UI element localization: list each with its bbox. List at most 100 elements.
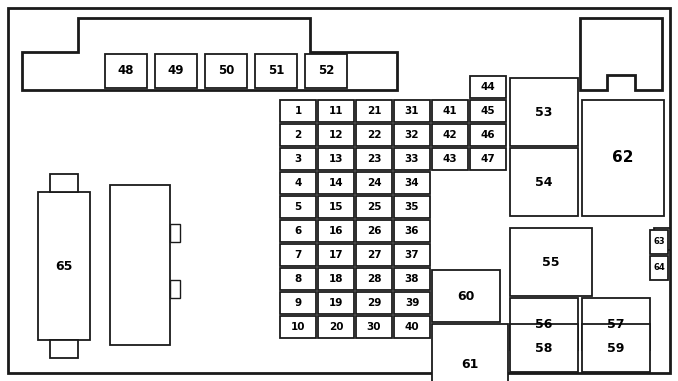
Text: 33: 33: [405, 154, 419, 164]
Text: 65: 65: [56, 259, 73, 272]
Bar: [356, 148, 392, 170]
Text: 51: 51: [268, 64, 284, 77]
Bar: [318, 172, 354, 194]
Bar: [318, 220, 354, 242]
Bar: [650, 230, 668, 254]
Text: 37: 37: [405, 250, 419, 260]
Bar: [280, 220, 316, 242]
Bar: [205, 54, 247, 88]
Bar: [318, 316, 354, 338]
Bar: [510, 324, 578, 372]
Text: 44: 44: [481, 82, 496, 92]
Bar: [356, 100, 392, 122]
Text: 5: 5: [294, 202, 302, 212]
Bar: [510, 228, 592, 296]
Bar: [582, 298, 650, 350]
Bar: [432, 324, 508, 381]
Bar: [432, 148, 468, 170]
Text: 9: 9: [294, 298, 302, 308]
Text: 16: 16: [329, 226, 343, 236]
Text: 41: 41: [443, 106, 458, 116]
Bar: [50, 174, 78, 192]
Text: 1: 1: [294, 106, 302, 116]
Text: 19: 19: [329, 298, 343, 308]
Bar: [356, 196, 392, 218]
Text: 22: 22: [367, 130, 381, 140]
Text: 55: 55: [542, 256, 560, 269]
Text: 36: 36: [405, 226, 419, 236]
Bar: [394, 244, 430, 266]
Bar: [510, 148, 578, 216]
Text: 64: 64: [653, 264, 665, 272]
Text: 59: 59: [607, 341, 624, 354]
Text: 34: 34: [405, 178, 419, 188]
Text: 40: 40: [405, 322, 419, 332]
Bar: [394, 268, 430, 290]
Bar: [432, 100, 468, 122]
Bar: [356, 316, 392, 338]
Text: 35: 35: [405, 202, 419, 212]
Text: 23: 23: [367, 154, 381, 164]
Text: 18: 18: [329, 274, 343, 284]
Text: 25: 25: [367, 202, 381, 212]
Text: 24: 24: [367, 178, 381, 188]
Text: 58: 58: [536, 341, 553, 354]
Bar: [394, 292, 430, 314]
Bar: [318, 124, 354, 146]
Bar: [280, 196, 316, 218]
Bar: [394, 124, 430, 146]
Bar: [356, 244, 392, 266]
Text: 54: 54: [535, 176, 553, 189]
Text: 47: 47: [481, 154, 496, 164]
Bar: [305, 54, 347, 88]
Text: 7: 7: [294, 250, 302, 260]
Text: 29: 29: [367, 298, 381, 308]
Bar: [280, 100, 316, 122]
Bar: [510, 78, 578, 146]
Bar: [280, 316, 316, 338]
Text: 17: 17: [329, 250, 343, 260]
Text: 20: 20: [329, 322, 343, 332]
Text: 6: 6: [294, 226, 302, 236]
Text: 38: 38: [405, 274, 419, 284]
Bar: [170, 280, 180, 298]
Text: 60: 60: [458, 290, 475, 303]
Bar: [105, 54, 147, 88]
Text: 39: 39: [405, 298, 419, 308]
Text: 52: 52: [318, 64, 334, 77]
Text: 14: 14: [329, 178, 343, 188]
Bar: [356, 124, 392, 146]
Text: 32: 32: [405, 130, 419, 140]
Bar: [255, 54, 297, 88]
Bar: [654, 228, 670, 250]
Bar: [155, 54, 197, 88]
Bar: [432, 124, 468, 146]
Bar: [280, 148, 316, 170]
Bar: [280, 292, 316, 314]
Text: 48: 48: [118, 64, 134, 77]
Text: 62: 62: [612, 150, 634, 165]
Bar: [470, 76, 506, 98]
Polygon shape: [580, 18, 662, 90]
Text: 10: 10: [291, 322, 305, 332]
Bar: [280, 244, 316, 266]
Bar: [38, 192, 90, 340]
Bar: [582, 100, 664, 216]
Text: 21: 21: [367, 106, 381, 116]
Text: 28: 28: [367, 274, 381, 284]
Bar: [582, 324, 650, 372]
Text: 56: 56: [536, 317, 553, 330]
Text: 11: 11: [329, 106, 343, 116]
Bar: [318, 196, 354, 218]
Text: 2: 2: [294, 130, 302, 140]
Bar: [356, 268, 392, 290]
Bar: [318, 244, 354, 266]
Bar: [280, 268, 316, 290]
Text: 3: 3: [294, 154, 302, 164]
Text: 42: 42: [443, 130, 458, 140]
Bar: [394, 100, 430, 122]
Text: 43: 43: [443, 154, 458, 164]
Bar: [356, 172, 392, 194]
Bar: [394, 148, 430, 170]
Bar: [470, 148, 506, 170]
